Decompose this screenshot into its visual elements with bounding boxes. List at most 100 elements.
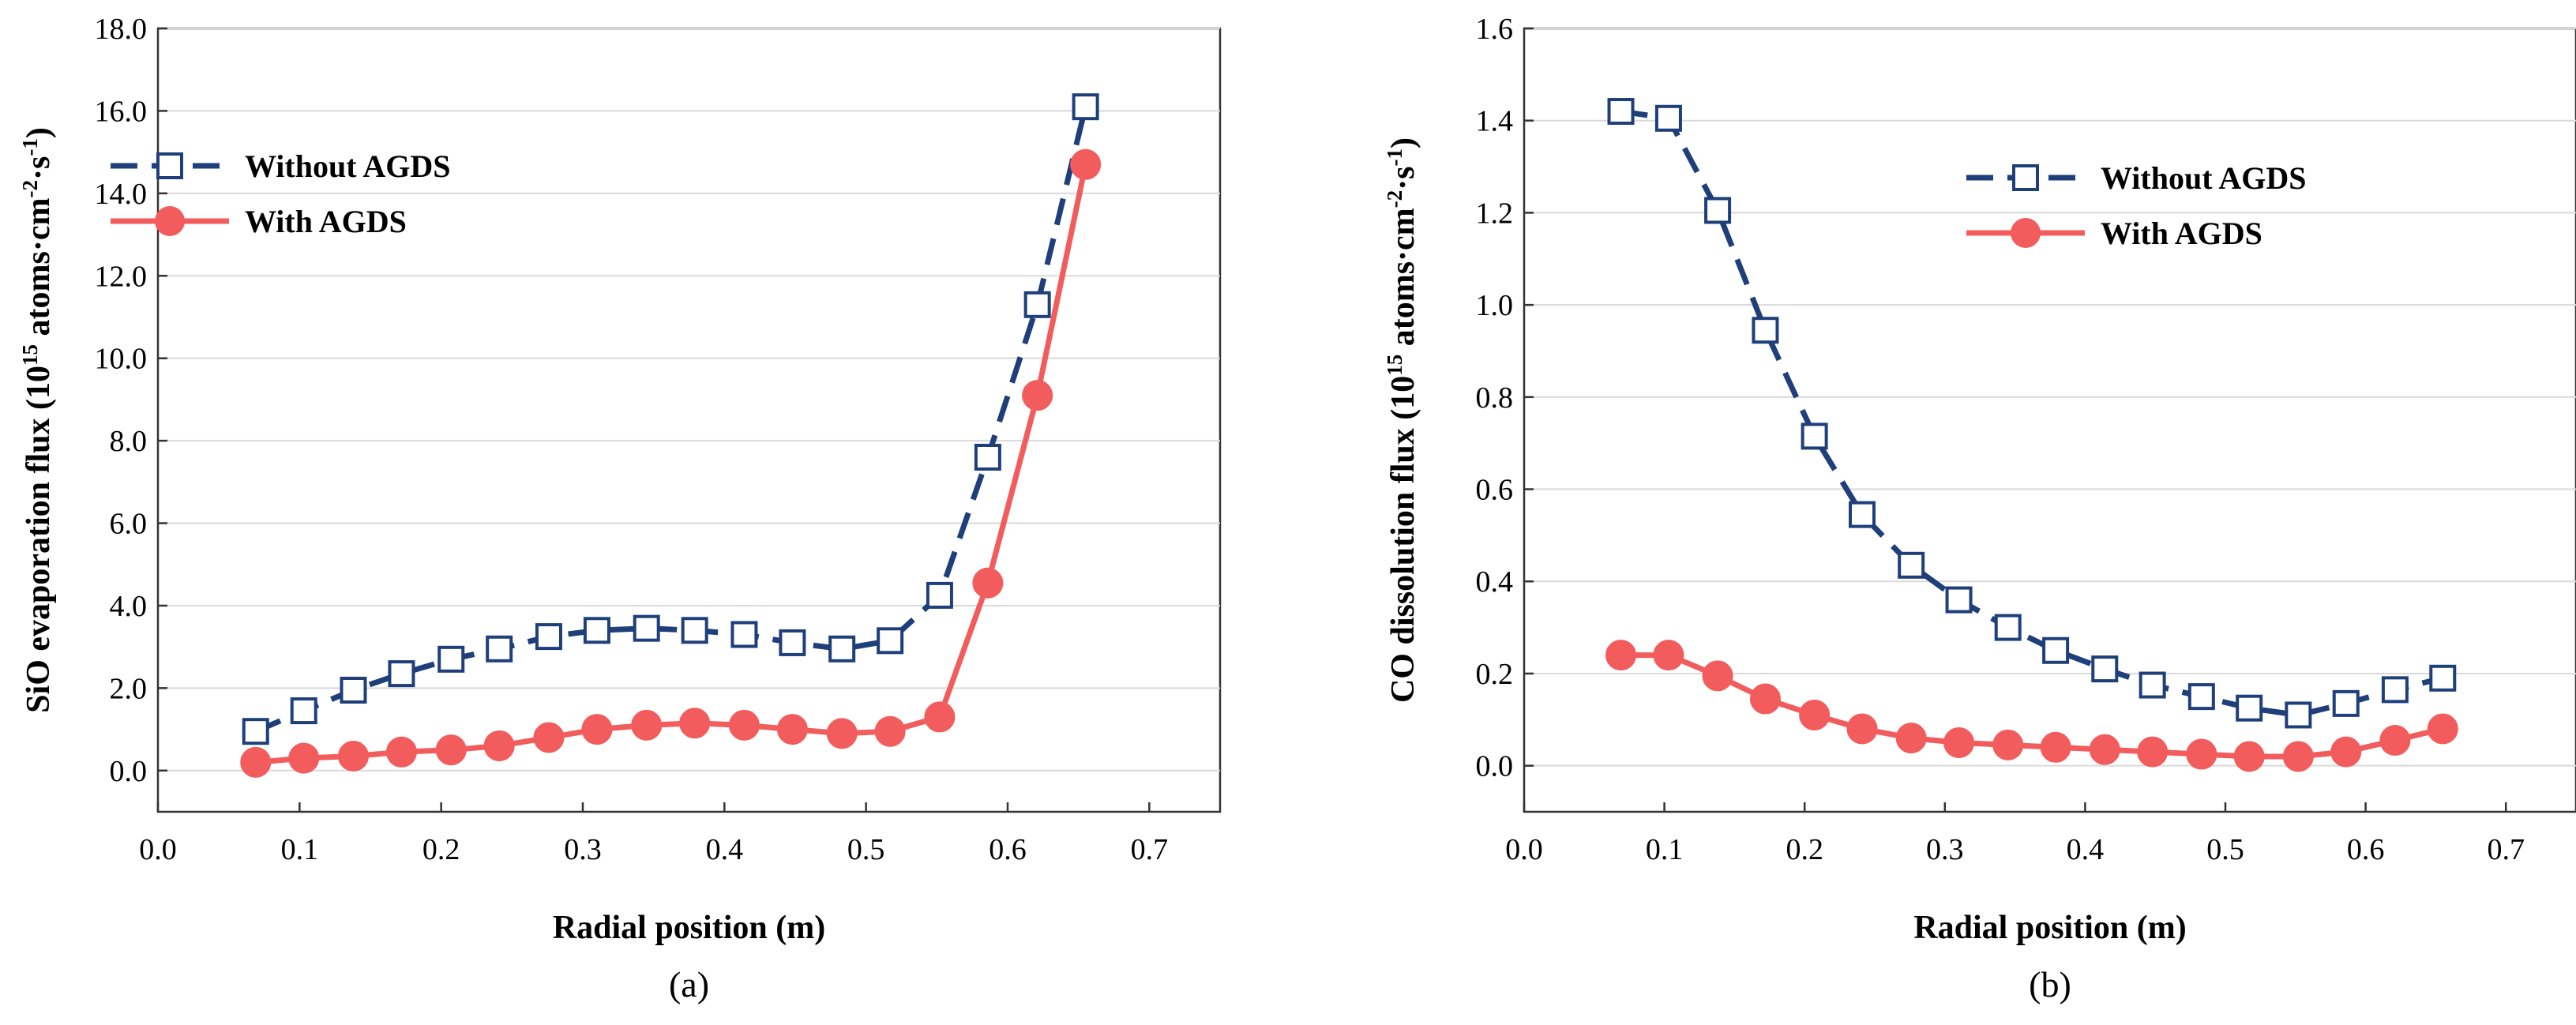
y-tick-label: 0.4 xyxy=(1476,565,1514,599)
series-with-agds xyxy=(1605,640,2458,772)
data-point xyxy=(388,660,415,688)
data-point xyxy=(926,581,953,609)
data-point xyxy=(1070,148,1102,180)
data-point xyxy=(2332,689,2360,717)
data-point xyxy=(633,614,660,642)
y-tick-label: 2.0 xyxy=(110,672,148,705)
series-without-agds xyxy=(1607,98,2457,729)
y-tick-label: 4.0 xyxy=(110,590,148,623)
legend-marker xyxy=(2012,164,2039,191)
y-axis-label: CO dissolution flux (1015 atoms·cm-2·s-1… xyxy=(1383,137,1421,703)
x-tick-label: 0.6 xyxy=(2347,833,2385,866)
data-point xyxy=(2330,736,2362,768)
series-line xyxy=(1620,652,2444,760)
legend-marker xyxy=(2011,218,2041,248)
data-point xyxy=(631,709,663,741)
data-point xyxy=(242,718,269,745)
y-tick-label: 12.0 xyxy=(95,260,148,293)
x-tick-label: 0.4 xyxy=(2067,833,2105,866)
data-point xyxy=(581,714,613,745)
legend-label: Without AGDS xyxy=(2101,160,2306,196)
data-point xyxy=(340,676,367,704)
data-point xyxy=(1945,586,1973,614)
series-line xyxy=(255,163,1089,765)
data-point xyxy=(535,623,562,651)
y-tick-label: 0.2 xyxy=(1476,658,1514,691)
series-without-agds xyxy=(242,93,1099,745)
series-with-agds xyxy=(240,148,1102,778)
data-point xyxy=(776,714,808,745)
plot-frame xyxy=(1523,27,2576,813)
y-tick-label: 6.0 xyxy=(110,508,148,541)
data-point xyxy=(437,645,465,673)
x-tick-label: 0.1 xyxy=(1646,833,1684,866)
data-point xyxy=(288,742,320,774)
data-point xyxy=(1654,104,1682,132)
data-point xyxy=(583,617,610,644)
data-point xyxy=(681,617,708,644)
data-point xyxy=(730,621,758,648)
data-point xyxy=(2139,671,2166,699)
y-tick-label: 1.6 xyxy=(1476,13,1514,46)
data-point xyxy=(1849,501,1876,528)
data-point xyxy=(2042,636,2070,664)
y-tick-label: 0.8 xyxy=(1476,381,1514,415)
x-tick-label: 0.3 xyxy=(564,833,602,866)
data-point xyxy=(779,629,806,656)
y-tick-label: 8.0 xyxy=(110,425,148,458)
data-point xyxy=(290,697,317,725)
chart-a: 0.0 2.0 4.0 6.0 8.0 10.0 12.0 14.0 16.0 18.0 0.0 0.… xyxy=(18,13,1222,1004)
data-point xyxy=(486,635,513,663)
data-point xyxy=(1846,713,1878,745)
panel-caption: (a) xyxy=(669,964,709,1004)
x-tick-label: 0.6 xyxy=(989,833,1027,866)
legend-label: With AGDS xyxy=(2101,216,2262,251)
x-tick-label: 0.5 xyxy=(847,833,885,866)
panel-caption: (b) xyxy=(2029,964,2071,1004)
data-point xyxy=(2040,731,2071,763)
data-point xyxy=(728,709,760,741)
data-point xyxy=(435,734,467,766)
data-point xyxy=(1022,380,1053,411)
series-line xyxy=(1620,108,2444,718)
data-point xyxy=(874,715,906,747)
series-line xyxy=(254,106,1089,734)
x-axis-label: Radial position (m) xyxy=(1913,910,2186,946)
legend-marker xyxy=(156,152,183,179)
x-tick-label: 0.2 xyxy=(1786,833,1823,866)
data-point xyxy=(2282,741,2314,772)
data-point xyxy=(337,741,369,772)
y-tick-label: 16.0 xyxy=(95,95,148,128)
legend: Without AGDS With AGDS xyxy=(1966,160,2306,251)
data-point xyxy=(240,746,272,778)
data-point xyxy=(828,635,856,663)
y-tick-label: 0.6 xyxy=(1476,474,1514,507)
y-tick-label: 18.0 xyxy=(95,13,148,46)
data-point xyxy=(1898,551,1925,579)
x-axis-label: Radial position (m) xyxy=(553,910,825,946)
data-point xyxy=(2089,734,2120,765)
data-point xyxy=(1992,729,2024,760)
y-axis-label: SiO evaporation flux (1015 atoms·cm-2·s-… xyxy=(18,127,57,713)
data-point xyxy=(2137,736,2169,768)
data-point xyxy=(826,718,858,749)
data-point xyxy=(533,722,565,753)
data-point xyxy=(1023,291,1051,318)
x-tick-label: 0.0 xyxy=(1505,833,1543,866)
data-point xyxy=(1799,699,1831,730)
x-tick-label: 0.4 xyxy=(706,833,744,866)
data-point xyxy=(877,627,904,655)
data-point xyxy=(2187,683,2215,711)
x-tick-label: 0.7 xyxy=(1131,833,1169,866)
y-tick-label: 0.0 xyxy=(110,755,148,788)
data-point xyxy=(1749,683,1781,715)
data-point xyxy=(1752,317,1779,344)
legend-label: With AGDS xyxy=(245,204,407,239)
data-point xyxy=(974,443,1001,471)
data-point xyxy=(1704,197,1732,224)
x-tick-label: 0.1 xyxy=(281,833,319,866)
chart-b: 0.0 0.2 0.4 0.6 0.8 1.0 1.2 1.4 1.6 0.0 0.1 0.2 0.3 0… xyxy=(1383,13,2576,1004)
legend-label: Without AGDS xyxy=(245,148,450,184)
y-tick-label: 14.0 xyxy=(95,178,148,211)
